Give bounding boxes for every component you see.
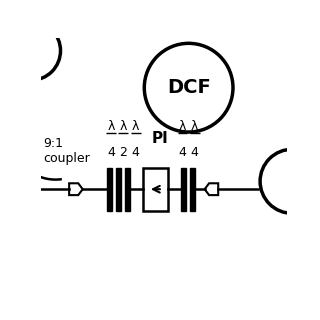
Text: λ: λ bbox=[107, 120, 115, 133]
Text: 4: 4 bbox=[179, 146, 187, 159]
Text: 2: 2 bbox=[119, 146, 127, 159]
Bar bbox=[143, 168, 168, 211]
Polygon shape bbox=[205, 183, 218, 195]
Text: PI: PI bbox=[152, 131, 169, 146]
Text: λ: λ bbox=[191, 120, 198, 133]
Bar bbox=[107, 168, 112, 211]
Bar bbox=[180, 168, 186, 211]
Bar bbox=[125, 168, 130, 211]
Bar bbox=[116, 168, 121, 211]
Polygon shape bbox=[69, 183, 83, 195]
Text: λ: λ bbox=[120, 120, 127, 133]
Text: 9:1
coupler: 9:1 coupler bbox=[43, 137, 90, 164]
Text: 4: 4 bbox=[132, 146, 140, 159]
Text: DCF: DCF bbox=[167, 78, 211, 97]
Text: 4: 4 bbox=[191, 146, 199, 159]
Bar bbox=[190, 168, 195, 211]
Text: 4: 4 bbox=[107, 146, 115, 159]
Text: λ: λ bbox=[132, 120, 139, 133]
Text: λ: λ bbox=[179, 120, 186, 133]
